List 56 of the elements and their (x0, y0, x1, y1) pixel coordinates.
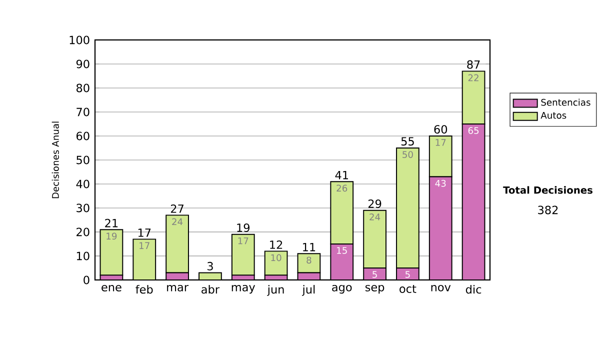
x-tick-label: oct (400, 284, 416, 294)
total-label: 12 (270, 240, 282, 249)
data-label: 15 (337, 247, 347, 254)
y-tick-label: 90 (76, 60, 90, 68)
data-label: 5 (406, 271, 410, 278)
x-tick-label: jul (302, 284, 315, 296)
y-tick-label: 10 (76, 252, 90, 260)
y-tick-label: 80 (76, 84, 90, 92)
data-label: 65 (468, 127, 479, 134)
data-label: 5 (372, 271, 377, 278)
data-label: 17 (238, 237, 248, 244)
y-tick-label: 0 (84, 276, 90, 284)
y-tick-label: 40 (76, 180, 90, 188)
x-tick-label: ene (102, 284, 122, 292)
x-tick-label: jun (267, 284, 284, 296)
y-axis-title: Decisiones Anual (52, 122, 59, 198)
x-tick-label: sep (365, 284, 384, 294)
data-label: 43 (435, 180, 446, 187)
data-label: 10 (271, 254, 282, 262)
data-label: 24 (172, 218, 183, 226)
total-label: 29 (368, 199, 382, 208)
total-label: 60 (434, 125, 448, 134)
legend-label: Sentencias (541, 98, 590, 106)
total-label: 87 (467, 60, 480, 69)
data-label: 22 (468, 74, 478, 82)
total-label: 21 (105, 218, 118, 228)
y-tick-label: 50 (76, 156, 90, 164)
x-tick-label: dic (466, 284, 482, 294)
total-label: 11 (303, 242, 316, 252)
total-label: 41 (335, 170, 348, 180)
x-tick-label: abr (202, 284, 220, 294)
total-label: 19 (237, 223, 250, 232)
total-label: 17 (138, 228, 151, 237)
total-label: 3 (207, 262, 213, 270)
y-tick-label: 70 (76, 108, 90, 116)
total-label: 27 (170, 204, 184, 213)
data-label: 19 (106, 232, 117, 240)
text: 382 (538, 206, 558, 214)
total-label: 55 (401, 137, 414, 146)
text: Total Decisiones (503, 186, 592, 194)
y-tick-label: 20 (76, 228, 90, 236)
x-tick-label: mar (167, 284, 189, 292)
x-tick-label: may (232, 284, 256, 294)
legend-label: Autos (540, 112, 566, 119)
y-tick-label: 100 (70, 36, 90, 44)
x-tick-label: ago (332, 284, 352, 294)
data-label: 26 (336, 184, 348, 192)
x-tick-label: nov (431, 284, 451, 292)
data-label: 24 (370, 213, 380, 220)
y-tick-label: 60 (76, 132, 90, 140)
data-label: 17 (140, 242, 150, 249)
y-tick-label: 30 (76, 204, 90, 212)
x-tick-label: feb (136, 284, 153, 294)
data-label: 50 (402, 151, 413, 158)
data-label: 8 (306, 256, 312, 264)
data-label: 17 (436, 139, 446, 146)
